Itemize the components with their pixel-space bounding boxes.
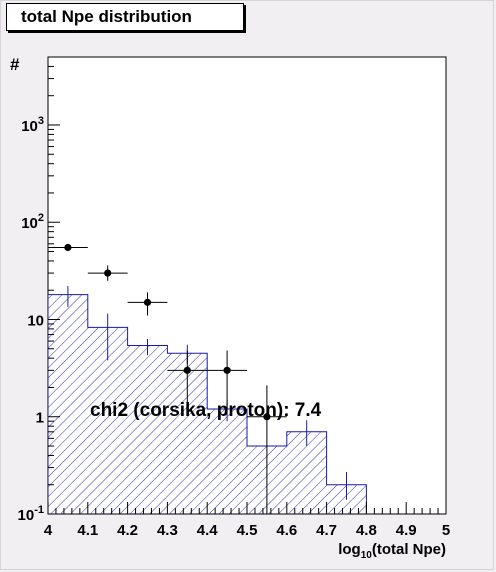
x-tick-label: 4.8 — [356, 522, 377, 539]
chi2-annotation: chi2 (corsika, proton): 7.4 — [90, 400, 322, 421]
chart-title: total Npe distribution — [6, 3, 244, 31]
data-point — [64, 243, 72, 252]
y-axis-label: # — [10, 55, 20, 74]
data-point — [263, 413, 271, 421]
data-point — [223, 366, 231, 374]
x-axis-label: log10(total Npe) — [338, 541, 446, 561]
y-tick-label: 102 — [21, 212, 44, 232]
data-point — [104, 269, 112, 277]
data-point — [143, 298, 152, 306]
histogram-outline — [48, 294, 367, 514]
axes: 4 4.1 4.2 4.3 4.4 4.5 4.6 4.7 4.8 4.9 5 10-1 1 10 102 1… — [18, 56, 450, 539]
y-tick-label: 10 — [27, 312, 44, 329]
x-tick-label: 4.6 — [276, 522, 297, 539]
y-tick-label: 10-1 — [18, 504, 44, 524]
x-tick-label: 4.3 — [157, 522, 178, 539]
x-tick-label: 4.4 — [197, 522, 219, 539]
x-tick-label: 5 — [442, 522, 450, 539]
x-tick-label: 4.5 — [237, 522, 258, 539]
y-tick-label: 1 — [36, 410, 44, 427]
y-tick-label: 103 — [21, 115, 44, 135]
data-point — [183, 366, 191, 374]
x-tick-label: 4.1 — [77, 522, 98, 539]
x-tick-label: 4.2 — [117, 522, 138, 539]
data-points — [48, 243, 287, 514]
x-tick-label: 4 — [44, 522, 53, 539]
x-tick-label: 4.9 — [396, 522, 417, 539]
x-tick-label: 4.7 — [316, 522, 337, 539]
